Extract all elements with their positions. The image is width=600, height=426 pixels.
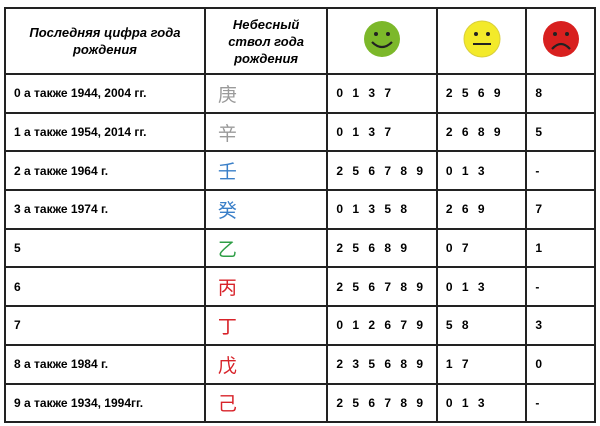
cell-good: 0 1 3 7 [326,111,438,153]
cell-neutral: 2 6 8 9 [435,111,528,153]
cell-good: 0 1 2 6 7 9 [326,305,438,346]
cell-digit: 3 а также 1974 г. [4,189,206,230]
compatibility-table: Последняя цифра года рождения Небесный с… [4,7,596,424]
cell-stem: 乙 [203,227,329,269]
cell-neutral: 1 7 [435,343,528,385]
table-row: 8 а также 1984 г. 戊 2 3 5 6 8 9 1 7 0 [4,343,596,385]
cell-good: 2 5 6 7 8 9 [326,266,438,308]
cell-digit: 2 а также 1964 г. [4,150,206,192]
cell-digit: 0 а также 1944, 2004 гг. [4,73,206,114]
cell-good: 2 5 6 7 8 9 [326,150,438,192]
cell-stem: 癸 [203,189,329,230]
cell-bad: - [525,382,596,424]
smiley-green-icon [364,21,401,57]
cell-bad: 3 [525,305,596,346]
cell-digit: 6 [4,266,206,308]
cell-stem: 庚 [203,73,329,114]
table-row: 6 丙 2 5 6 7 8 9 0 1 3 - [4,266,596,308]
cell-digit: 9 а также 1934, 1994гг. [4,382,206,424]
cell-digit: 8 а также 1984 г. [4,343,206,385]
cell-neutral: 0 1 3 [435,266,528,308]
cell-bad: 8 [525,73,596,114]
table-row: 3 а также 1974 г. 癸 0 1 3 5 8 2 6 9 7 [4,189,596,230]
cell-bad: 0 [525,343,596,385]
sad-face-red-icon [542,21,579,57]
cell-digit: 7 [4,305,206,346]
table-row: 2 а также 1964 г. 壬 2 5 6 7 8 9 0 1 3 - [4,150,596,192]
header-row: Последняя цифра года рождения Небесный с… [4,7,596,75]
neutral-face-yellow-icon [463,20,501,58]
cell-digit: 1 а также 1954, 2014 гг. [4,111,206,153]
cell-neutral: 0 1 3 [435,382,528,424]
cell-good: 2 5 6 8 9 [326,227,438,269]
cell-neutral: 2 5 6 9 [435,73,528,114]
cell-good: 0 1 3 7 [326,73,438,114]
cell-digit: 5 [4,227,206,269]
cell-stem: 丁 [203,305,329,346]
header-stem: Небесный ствол года рождения [203,7,329,75]
cell-stem: 丙 [203,266,329,308]
header-neutral [435,7,528,75]
cell-bad: 7 [525,189,596,230]
cell-neutral: 0 1 3 [435,150,528,192]
table-row: 9 а также 1934, 1994гг. 己 2 5 6 7 8 9 0 … [4,382,596,424]
cell-bad: - [525,266,596,308]
cell-stem: 戊 [203,343,329,385]
table-row: 5 乙 2 5 6 8 9 0 7 1 [4,227,596,269]
cell-neutral: 2 6 9 [435,189,528,230]
cell-good: 2 3 5 6 8 9 [326,343,438,385]
table-row: 0 а также 1944, 2004 гг. 庚 0 1 3 7 2 5 6… [4,73,596,114]
cell-bad: 1 [525,227,596,269]
cell-stem: 己 [203,382,329,424]
cell-bad: 5 [525,111,596,153]
table-row: 7 丁 0 1 2 6 7 9 5 8 3 [4,305,596,346]
cell-bad: - [525,150,596,192]
table-row: 1 а также 1954, 2014 гг. 辛 0 1 3 7 2 6 8… [4,111,596,153]
cell-good: 0 1 3 5 8 [326,189,438,230]
cell-good: 2 5 6 7 8 9 [326,382,438,424]
header-digit: Последняя цифра года рождения [4,7,206,75]
cell-stem: 辛 [203,111,329,153]
cell-neutral: 0 7 [435,227,528,269]
header-good [326,7,438,75]
header-bad [525,7,596,75]
cell-stem: 壬 [203,150,329,192]
cell-neutral: 5 8 [435,305,528,346]
